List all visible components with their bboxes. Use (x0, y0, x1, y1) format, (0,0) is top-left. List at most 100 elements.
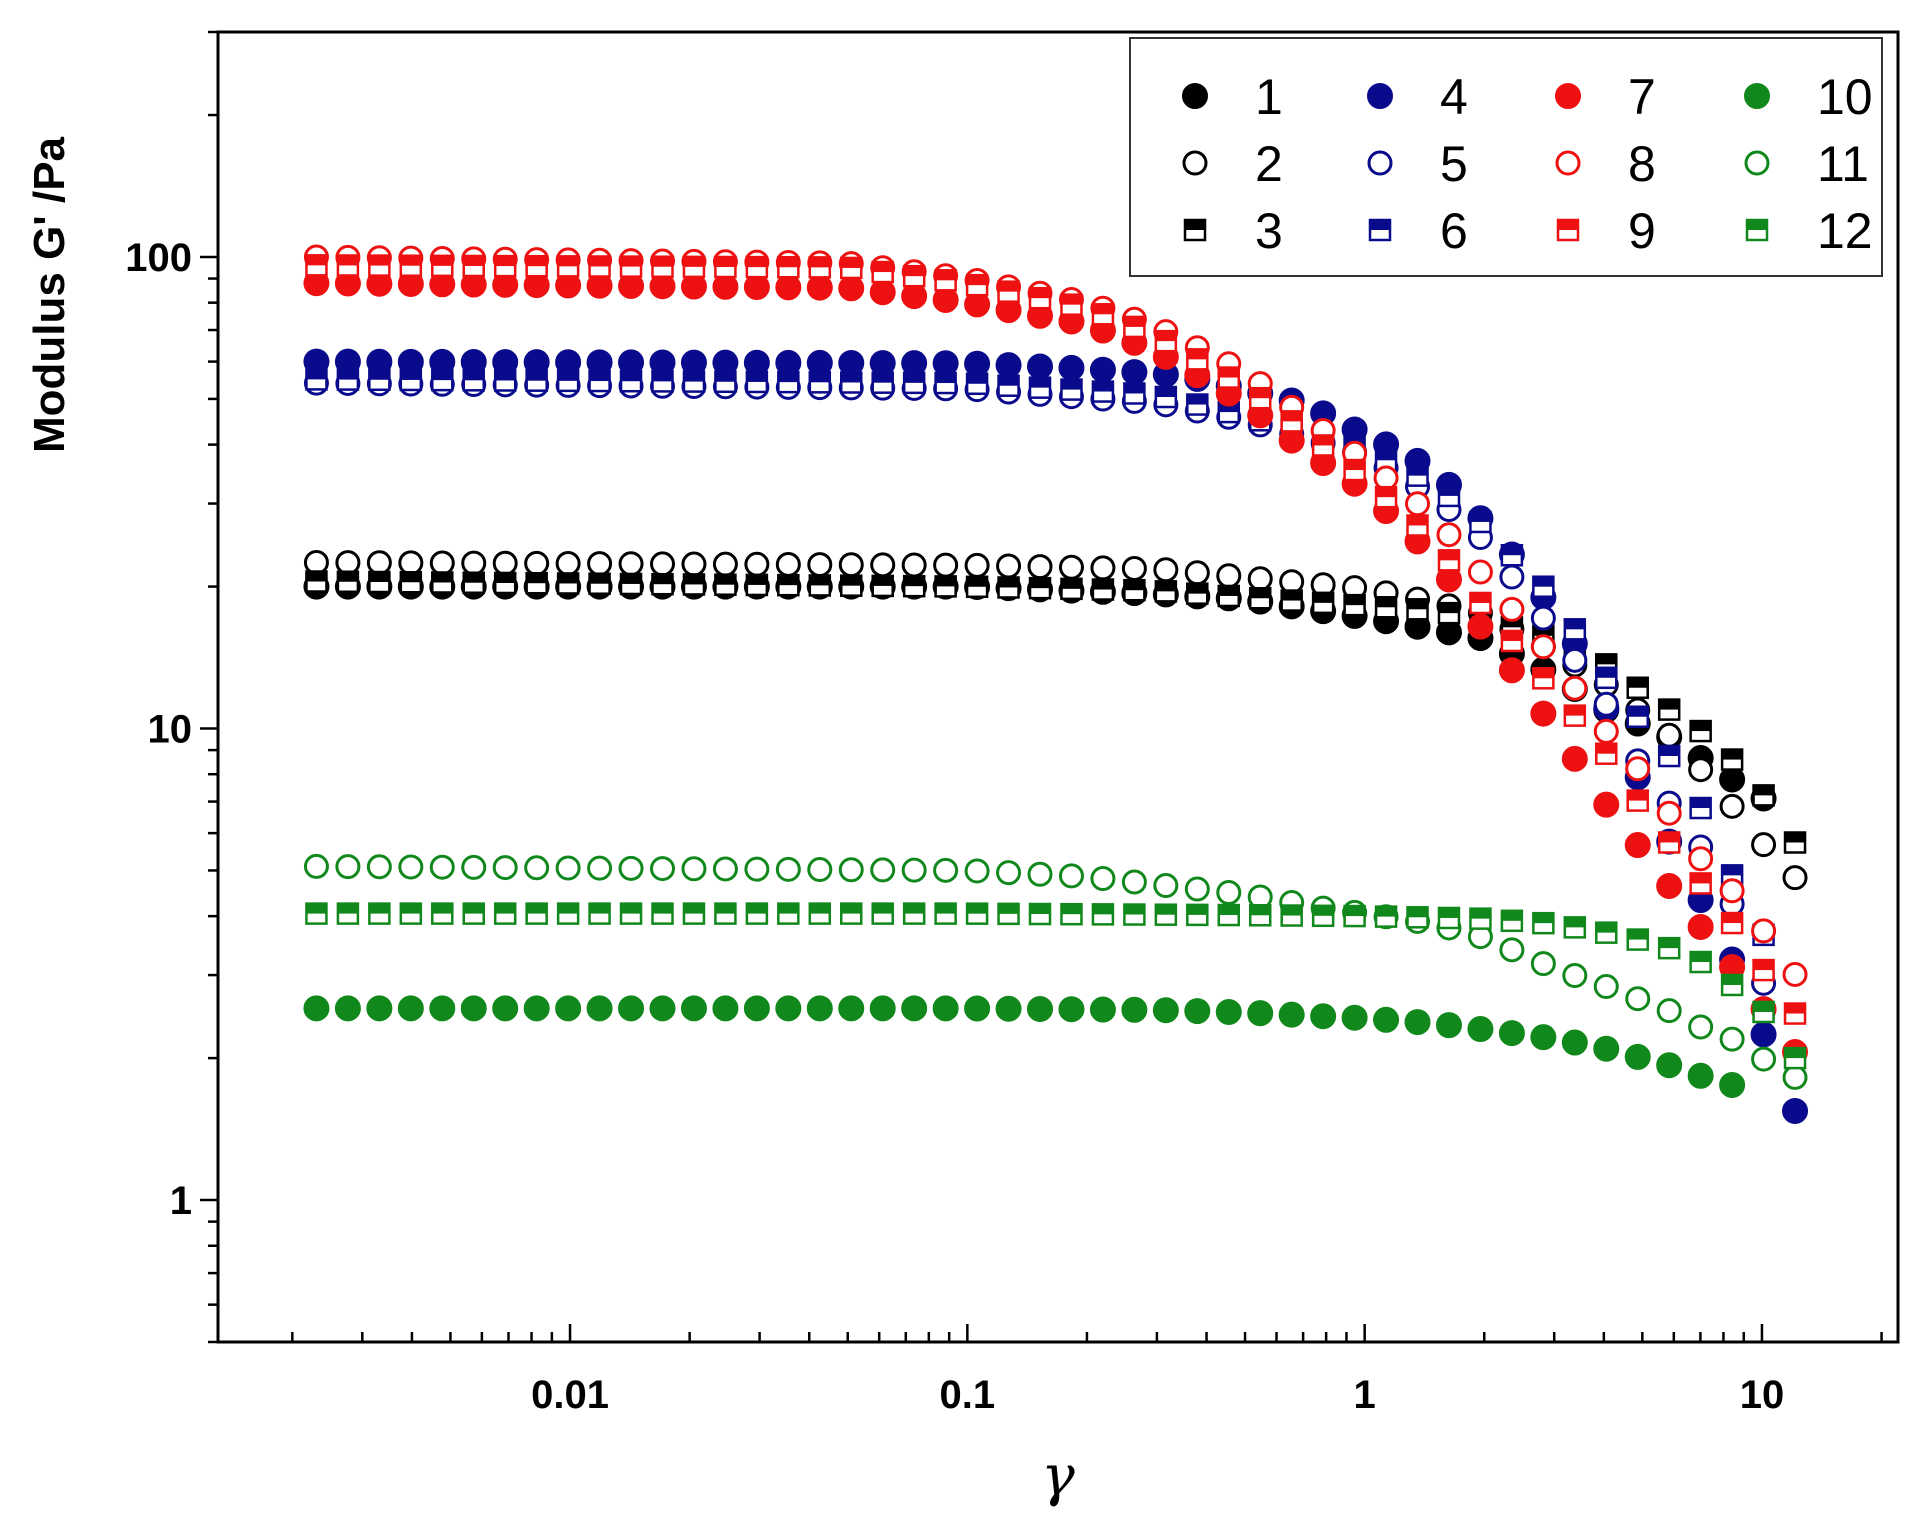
half-square-fill (1596, 654, 1617, 665)
half-square-fill (1659, 938, 1680, 949)
data-point (964, 552, 990, 578)
data-point (1153, 872, 1179, 898)
data-point (1656, 800, 1682, 826)
data-point (838, 552, 864, 578)
half-square-fill (1690, 952, 1711, 963)
half-square-fill (306, 369, 327, 380)
data-point (1121, 869, 1147, 895)
half-square-fill (1533, 625, 1554, 636)
data-point (649, 856, 675, 882)
data-point (336, 254, 360, 277)
half-square-fill (432, 255, 453, 266)
data-point (1058, 354, 1085, 381)
data-point (1626, 928, 1649, 951)
data-point (303, 549, 329, 575)
data-point (1186, 903, 1209, 927)
legend-box (1129, 37, 1883, 277)
data-point (1530, 634, 1556, 660)
half-square-fill (715, 256, 736, 267)
data-point (399, 368, 423, 392)
data-point (1593, 718, 1619, 744)
data-point (1782, 865, 1808, 891)
half-square-fill (935, 576, 956, 587)
data-point (744, 551, 770, 577)
data-point (807, 552, 833, 578)
x-axis-title: γ (1041, 1444, 1075, 1509)
half-square-fill (1722, 749, 1743, 760)
data-point (1561, 745, 1588, 772)
data-point (1058, 996, 1085, 1023)
half-square-fill (1030, 377, 1051, 388)
data-point (1248, 904, 1272, 927)
half-square-fill (841, 372, 862, 383)
half-square-fill (1218, 585, 1239, 596)
data-point (1782, 961, 1808, 987)
half-square-fill (1627, 929, 1648, 940)
data-point (1089, 356, 1116, 383)
data-point (1782, 1097, 1809, 1124)
data-point (305, 254, 328, 277)
data-point (1593, 691, 1619, 717)
data-point (965, 575, 989, 599)
data-point (1058, 863, 1084, 889)
legend-label: 11 (1817, 136, 1869, 192)
data-point (1060, 378, 1083, 401)
data-point (399, 254, 423, 277)
half-square-fill (495, 903, 516, 914)
series-7 (303, 270, 1809, 1066)
data-point (840, 574, 863, 597)
half-square-fill (526, 903, 547, 914)
data-point (1719, 1026, 1745, 1052)
half-square-fill (1558, 220, 1578, 230)
half-square-fill (306, 903, 327, 914)
half-square-fill (1407, 907, 1428, 918)
half-square-fill (872, 575, 893, 586)
data-point (680, 995, 707, 1022)
data-point (619, 369, 643, 393)
data-point (712, 995, 739, 1022)
data-point (1217, 366, 1241, 389)
data-point (336, 368, 360, 391)
half-square-fill (589, 371, 610, 382)
half-square-fill (1030, 578, 1051, 589)
data-point (651, 370, 674, 393)
data-point (1374, 485, 1398, 509)
data-point (1184, 560, 1210, 586)
data-point (1530, 700, 1557, 727)
legend-label: 3 (1255, 203, 1283, 259)
half-square-fill (400, 255, 421, 266)
data-point (1467, 559, 1493, 585)
legend-marker (1556, 218, 1580, 242)
data-point (808, 902, 832, 925)
half-square-fill (1092, 904, 1113, 915)
half-square-fill (746, 903, 767, 914)
half-square-fill (337, 571, 358, 582)
half-square-fill (1344, 595, 1365, 606)
data-point (1500, 909, 1524, 933)
data-point (586, 995, 613, 1022)
half-square-fill (1030, 904, 1051, 915)
data-point (1374, 905, 1398, 928)
half-square-fill (432, 572, 453, 583)
data-point (1500, 629, 1524, 653)
data-point (838, 995, 865, 1022)
half-square-fill (683, 256, 704, 267)
data-point (555, 551, 581, 577)
data-point (556, 902, 580, 925)
data-point (1532, 667, 1555, 690)
half-square-fill (1438, 907, 1459, 918)
data-point (714, 573, 737, 596)
data-point (334, 995, 361, 1022)
data-point (1406, 906, 1429, 929)
half-square-fill (935, 270, 956, 281)
data-point (1562, 675, 1588, 701)
data-point (870, 857, 896, 883)
data-point (649, 551, 675, 577)
half-square-fill (935, 903, 956, 914)
data-point (838, 857, 864, 883)
data-point (1028, 376, 1052, 399)
half-square-fill (1124, 580, 1145, 591)
half-square-fill (1533, 576, 1554, 587)
half-square-fill (967, 576, 988, 587)
half-square-fill (1533, 913, 1554, 924)
